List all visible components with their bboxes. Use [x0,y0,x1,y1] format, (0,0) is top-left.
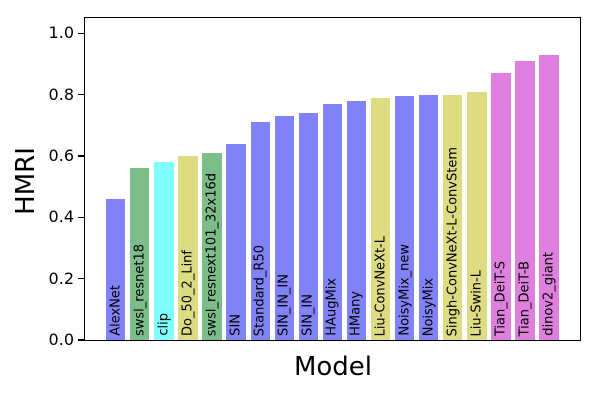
bar-Singh-ConvNeXt-L-ConvStem: Singh-ConvNeXt-L-ConvStem [443,94,463,340]
bar-HMany: HMany [346,100,367,340]
bar-label: Do_50_2_Linf [180,250,196,336]
bar-label: Standard_R50 [252,244,268,336]
bar-label: HAugMix [324,278,340,336]
bar-clip: clip [154,162,174,340]
y-tick-label: 0.2 [48,268,74,288]
bar-swsl_resnext101_32x16d: swsl_resnext101_32x16d [202,152,222,340]
y-tick-label: 0.8 [48,84,74,104]
bar-label: Tian_DeiT-B [517,260,533,336]
bar-label: Tian_DeiT-S [493,260,509,336]
bar-label: SIN [228,314,244,336]
bar-NoisyMix: NoisyMix [419,94,439,340]
bar-label: AlexNet [108,285,124,336]
y-tick-mark [77,93,84,96]
y-tick-mark [77,277,84,280]
bar-label: HMany [348,291,364,336]
bar-dinov2_giant: dinov2_giant [539,54,559,340]
bar-AlexNet: AlexNet [106,198,126,340]
bar-HAugMix: HAugMix [322,103,343,340]
y-tick-label: 0.0 [48,330,74,349]
y-tick-label: 0.6 [48,146,74,165]
bar-Liu-ConvNeXt-L: Liu-ConvNeXt-L [370,97,391,340]
y-tick-mark [77,216,84,219]
bar-label: dinov2_giant [541,252,557,336]
bar-label: Singh-ConvNeXt-L-ConvStem [445,146,461,336]
bar-NoisyMix_new: NoisyMix_new [395,96,415,340]
bar-Standard_R50: Standard_R50 [250,122,270,340]
bar-SIN_IN: SIN_IN [298,113,318,340]
y-tick-label: 0.4 [48,207,74,227]
bar-label: SIN_IN [300,294,316,336]
bar-label: swsl_resnext101_32x16d [204,172,220,336]
y-tick-mark [77,339,84,341]
bar-label: SIN_IN_IN [276,274,292,336]
y-tick-mark [77,155,84,157]
bar-label: swsl_resnet18 [132,244,148,336]
bar-label: Liu-Swin-L [469,269,485,336]
bar-label: NoisyMix [421,277,437,336]
bar-Liu-Swin-L: Liu-Swin-L [467,91,487,340]
x-axis-label: Model [293,352,373,382]
y-axis-label: HMRI [11,147,41,215]
bar-Tian_DeiT-B: Tian_DeiT-B [515,60,535,340]
bar-label: NoisyMix_new [397,244,413,336]
bar-swsl_resnet18: swsl_resnet18 [130,168,150,340]
bar-Tian_DeiT-S: Tian_DeiT-S [491,73,511,340]
y-tick-mark [77,32,84,35]
bar-label: clip [156,313,172,336]
bar-SIN: SIN [226,143,246,340]
bar-Do_50_2_Linf: Do_50_2_Linf [178,156,198,340]
bar-SIN_IN_IN: SIN_IN_IN [274,116,294,340]
y-tick-label: 1.0 [48,23,74,43]
bar-label: Liu-ConvNeXt-L [373,235,389,336]
